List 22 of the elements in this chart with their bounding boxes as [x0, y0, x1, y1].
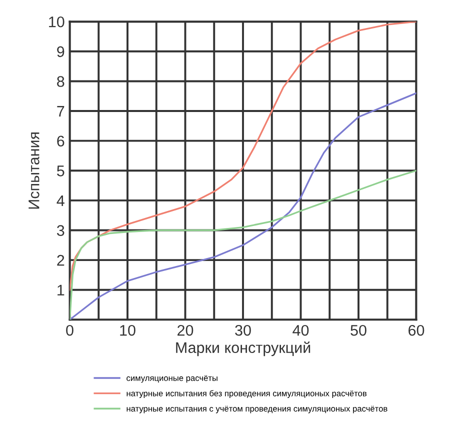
- y-tick-label: 1: [58, 284, 64, 296]
- x-tick-label: 60: [408, 324, 424, 336]
- y-tick-label: 9: [57, 46, 64, 58]
- y-axis-title: Испытания: [28, 132, 40, 209]
- x-tick-label: 30: [235, 324, 251, 336]
- x-axis-title: Марки конструкций: [176, 342, 310, 356]
- y-tick-label: 8: [57, 76, 64, 87]
- y-tick-label: 10: [49, 16, 64, 28]
- y-tick-label: 3: [56, 225, 64, 236]
- y-tick-label: 7: [57, 106, 64, 117]
- x-tick-label: 10: [120, 324, 136, 336]
- legend-label: симуляционые расчёты: [126, 375, 218, 383]
- y-tick-label: 5: [57, 166, 64, 176]
- x-tick-label: 40: [292, 324, 309, 336]
- x-tick-label: 0: [66, 324, 74, 336]
- y-tick-label: 4: [56, 195, 64, 206]
- legend-label: натурные испытания без проведения симуляционых расчётов: [126, 390, 366, 398]
- x-tick-label: 50: [350, 324, 366, 336]
- legend-label: натурные испытания с учётом проведения симуляционых расчётов: [126, 406, 388, 414]
- y-tick-label: 2: [57, 254, 64, 266]
- y-tick-label: 6: [57, 136, 64, 147]
- x-tick-label: 20: [178, 324, 194, 336]
